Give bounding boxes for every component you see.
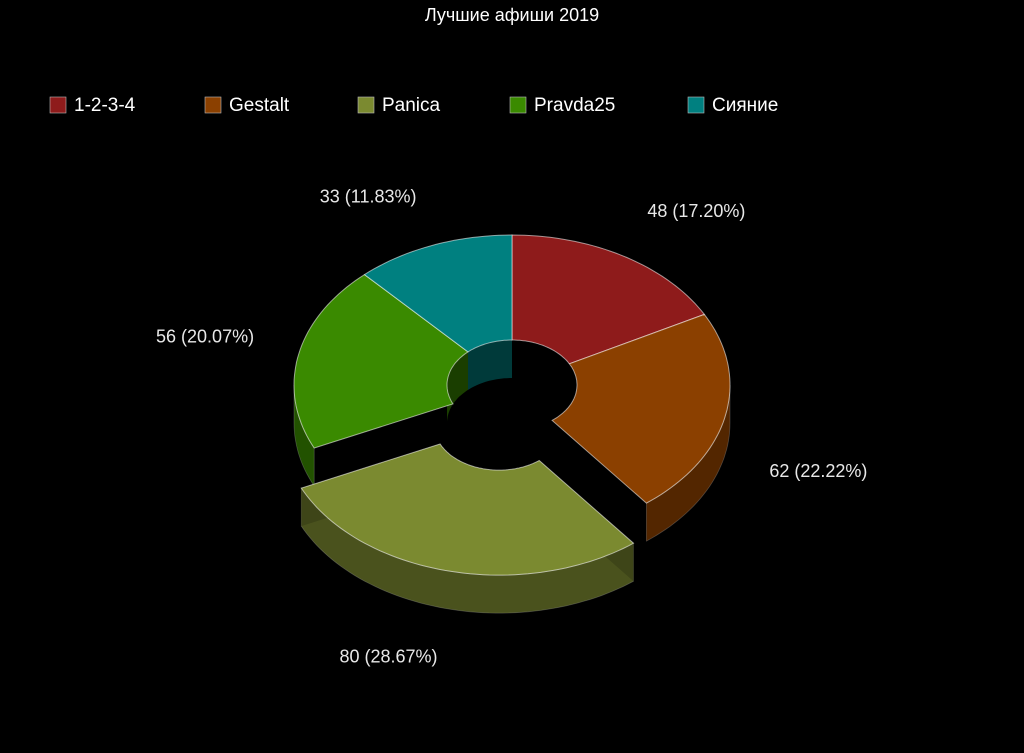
- legend-label: Сияние: [712, 95, 778, 116]
- data-label: 62 (22.22%): [769, 461, 867, 481]
- legend-swatch: [357, 96, 375, 114]
- legend-label: 1-2-3-4: [74, 95, 136, 116]
- data-label: 48 (17.20%): [647, 201, 745, 221]
- legend-label: Gestalt: [229, 95, 290, 116]
- legend-swatch: [509, 96, 527, 114]
- inner-walls: [447, 340, 512, 423]
- data-label: 33 (11.83%): [320, 187, 417, 207]
- data-label: 80 (28.67%): [339, 647, 437, 667]
- data-labels: 48 (17.20%) 62 (22.22%) 80 (28.67%) 56 (20.…: [156, 187, 867, 667]
- legend-swatch: [49, 96, 67, 114]
- slices: [293, 234, 731, 576]
- slice: [363, 234, 513, 353]
- data-label: 56 (20.07%): [156, 327, 254, 347]
- slice-inner-wall: [447, 351, 468, 423]
- legend-label: Panica: [382, 95, 441, 116]
- legend-swatch: [204, 96, 222, 114]
- slice: [551, 313, 731, 504]
- slice: [300, 443, 635, 576]
- legend-swatch: [687, 96, 705, 114]
- legend-label: Pravda25: [534, 95, 615, 116]
- slice-inner-wall: [468, 340, 512, 390]
- legend: 1-2-3-4 Gestalt Panica Pravda25 Сияние: [49, 95, 778, 116]
- chart-title: Лучшие афиши 2019: [425, 5, 599, 25]
